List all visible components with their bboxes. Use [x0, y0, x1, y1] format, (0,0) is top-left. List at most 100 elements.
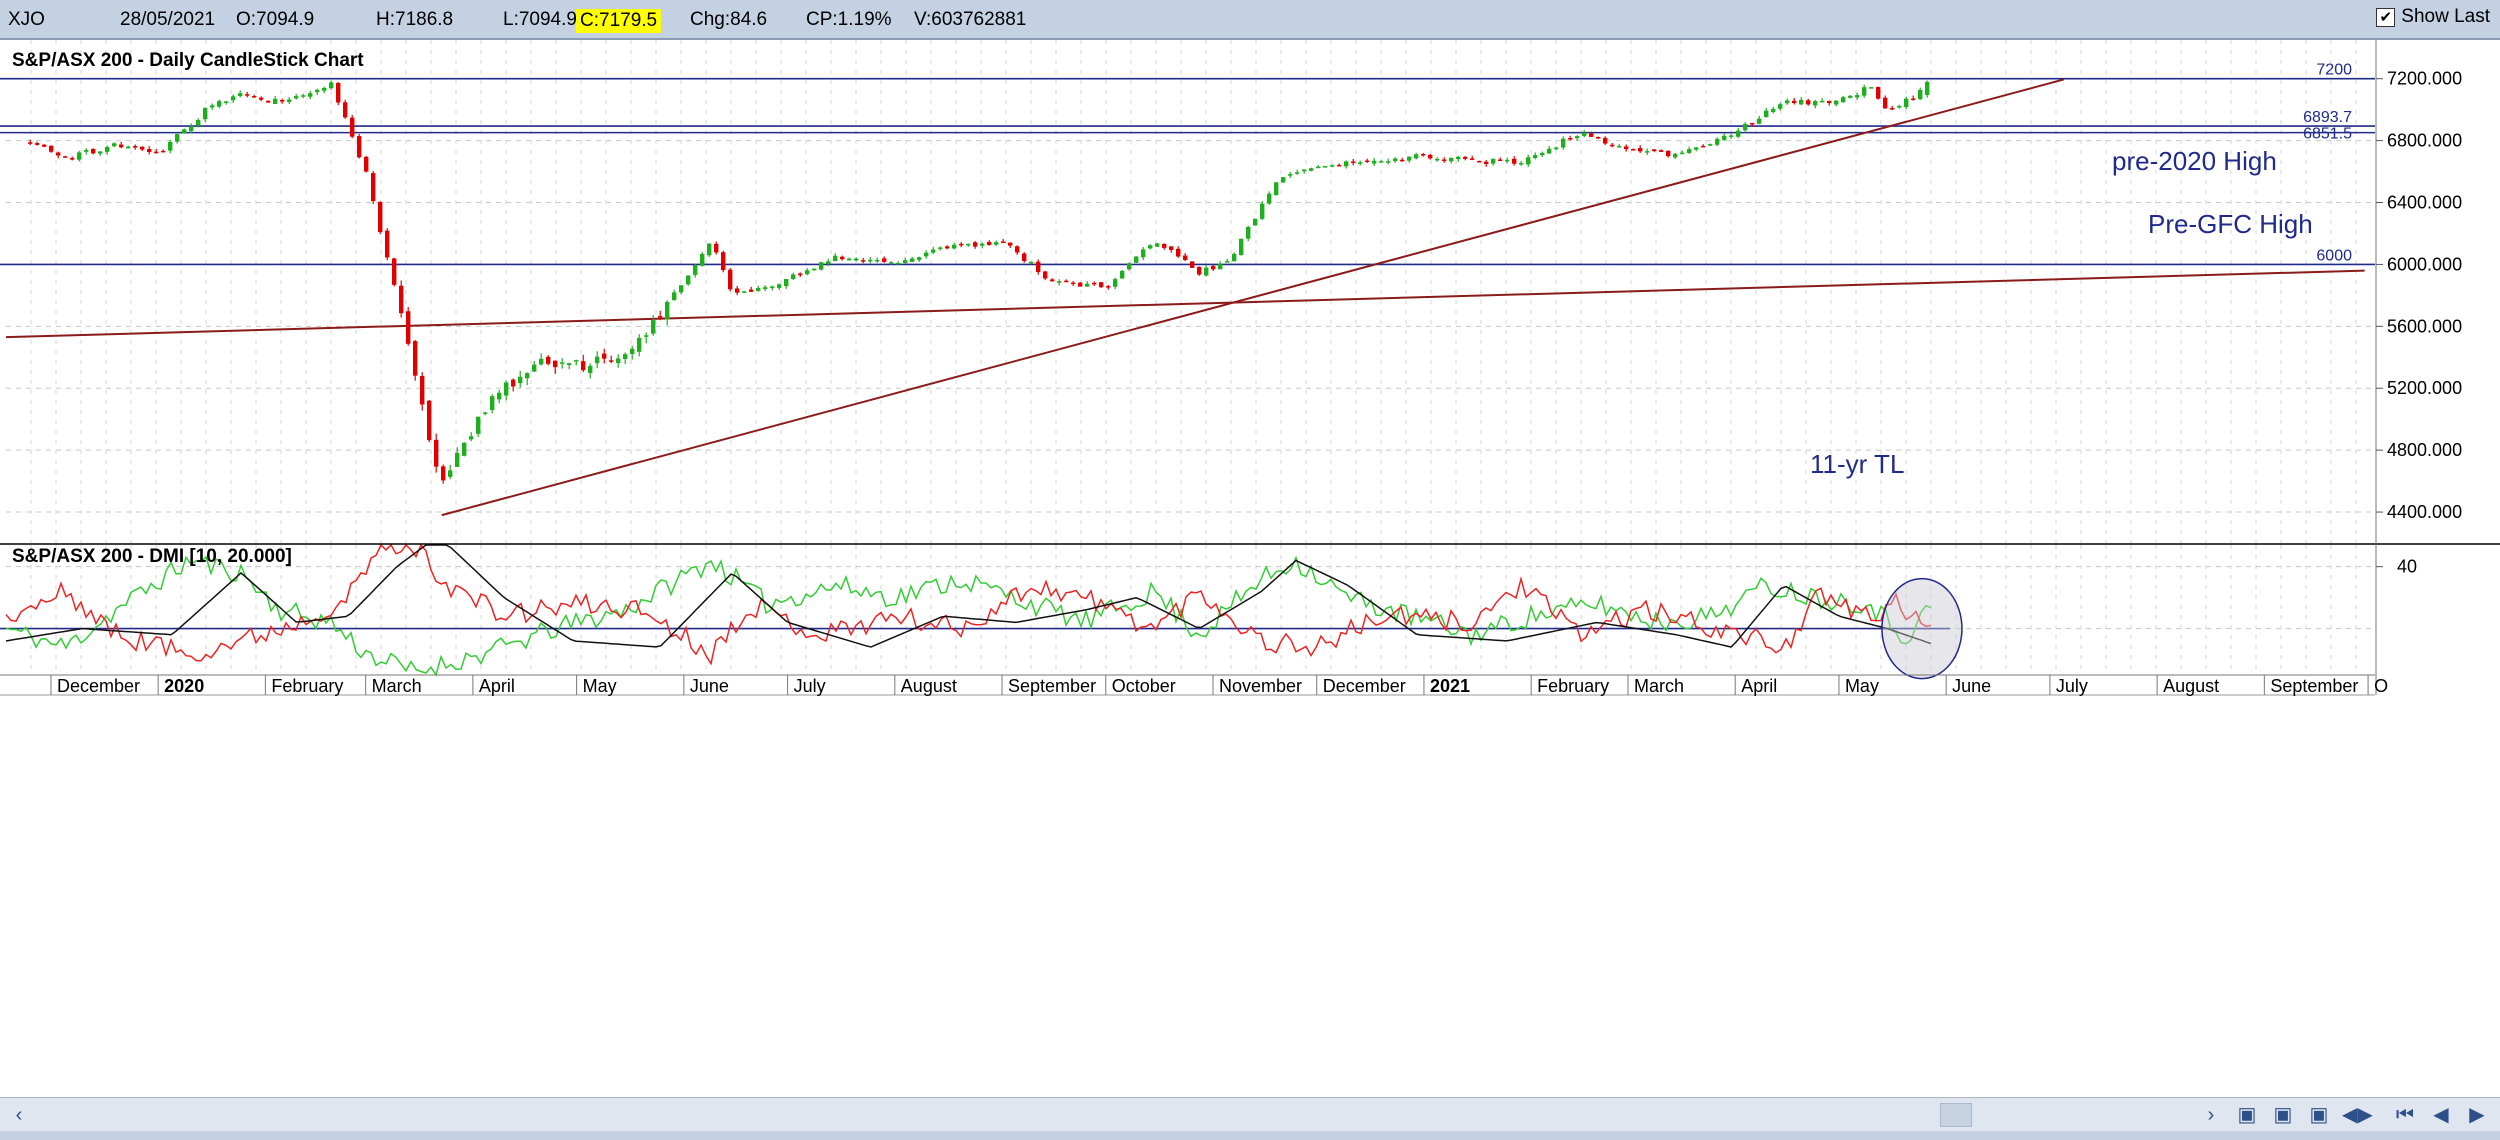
candle-body: [203, 107, 208, 120]
candle-body: [1785, 100, 1790, 104]
candle-body: [1134, 256, 1139, 263]
step-right-icon[interactable]: ▶: [2469, 1104, 2485, 1126]
scroll-thumb[interactable]: [1940, 1103, 1972, 1127]
candle-body: [1652, 149, 1657, 151]
go-first-icon[interactable]: ◀▶: [2342, 1104, 2373, 1126]
candle-body: [763, 287, 768, 290]
x-tick-label: November: [1219, 676, 1302, 696]
y-tick-label: 4800.000: [2387, 440, 2462, 460]
candle-body: [1225, 261, 1230, 263]
candle-body: [441, 466, 446, 481]
zoom-out-icon[interactable]: ▣: [2273, 1104, 2293, 1126]
candle-body: [847, 258, 852, 261]
show-last-label: Show Last: [2401, 6, 2490, 27]
candle-body: [1106, 286, 1111, 288]
y-tick-label: 6400.000: [2387, 193, 2462, 213]
candle-body: [1778, 104, 1783, 109]
candle-body: [1260, 203, 1265, 219]
candle-body: [245, 94, 250, 96]
close-label: C:7179.5: [576, 9, 662, 33]
candle-body: [1029, 261, 1034, 264]
candle-body: [1918, 89, 1923, 100]
low-label: L:7094.9: [503, 9, 577, 30]
candle-body: [1449, 157, 1454, 162]
scroll-right-icon[interactable]: ›: [2207, 1104, 2215, 1126]
candle-body: [1771, 108, 1776, 113]
candle-body: [1274, 182, 1279, 196]
horizontal-scrollbar[interactable]: ‹ › ▣ ▣ ▣ ◀▶ ⏮ ◀ ▶: [0, 1097, 2500, 1132]
candle-body: [371, 173, 376, 202]
candle-body: [210, 105, 215, 108]
candle-body: [1498, 159, 1503, 162]
candle-body: [1008, 242, 1013, 246]
candle-body: [462, 442, 467, 456]
highlight-circle: [1881, 577, 1963, 680]
candle-body: [196, 120, 201, 126]
candle-body: [1246, 227, 1251, 239]
candle-body: [1316, 166, 1321, 169]
candle-body: [273, 98, 278, 104]
candle-body: [224, 101, 229, 103]
open-label: O:7094.9: [236, 9, 315, 30]
candle-body: [1855, 95, 1860, 98]
candle-body: [1162, 244, 1167, 248]
show-last-toggle[interactable]: ✔ Show Last: [2376, 6, 2490, 28]
x-tick-label: June: [690, 676, 729, 696]
candle-body: [819, 262, 824, 270]
x-tick-label: December: [57, 676, 140, 696]
candle-body: [1232, 253, 1237, 262]
x-tick-label: O: [2374, 676, 2388, 696]
candle-body: [287, 99, 292, 102]
show-last-checkbox[interactable]: ✔: [2376, 7, 2396, 27]
candle-body: [1659, 150, 1664, 152]
candle-body: [1911, 98, 1916, 100]
scroll-left-icon[interactable]: ‹: [15, 1104, 23, 1126]
candle-body: [1603, 137, 1608, 144]
trendlines[interactable]: [5, 78, 2365, 517]
candle-body: [882, 258, 887, 262]
candle-body: [798, 273, 803, 276]
page-left-icon[interactable]: ⏮: [2396, 1104, 2414, 1126]
candle-body: [784, 279, 789, 287]
annotation-11yr-tl: 11-yr TL: [1810, 449, 1904, 479]
candle-body: [1400, 159, 1405, 162]
x-tick-label: April: [1741, 676, 1777, 696]
step-left-icon[interactable]: ◀: [2433, 1104, 2449, 1126]
candle-body: [812, 268, 817, 271]
candle-body: [308, 93, 313, 97]
candle-body: [1715, 138, 1720, 145]
zoom-in-icon[interactable]: ▣: [2237, 1104, 2257, 1126]
candle-body: [217, 101, 222, 107]
zoom-fit-icon[interactable]: ▣: [2309, 1104, 2329, 1126]
candle-body: [1610, 144, 1615, 147]
candle-body: [70, 158, 75, 160]
candle-body: [616, 358, 621, 363]
candle-body: [749, 289, 754, 292]
candle-body: [651, 320, 656, 334]
quote-header: XJO 28/05/2021 O:7094.9 H:7186.8 L:7094.…: [0, 0, 2500, 40]
x-tick-label: March: [1634, 676, 1684, 696]
candle-body: [896, 262, 901, 265]
candle-body: [1302, 169, 1307, 172]
candle-body: [1204, 267, 1209, 276]
candle-body: [322, 87, 327, 91]
candle-body: [364, 156, 369, 172]
candle-body: [924, 252, 929, 257]
candle-body: [518, 376, 523, 384]
candle-body: [98, 151, 103, 154]
candle-body: [1092, 282, 1097, 285]
window-edge: [0, 1131, 2500, 1140]
candle-body: [357, 136, 362, 158]
candle-body: [728, 269, 733, 290]
candle-body: [1267, 193, 1272, 204]
candle-body: [1043, 271, 1048, 279]
candle-body: [154, 151, 159, 154]
candle-body: [1365, 160, 1370, 163]
candle-body: [693, 265, 698, 275]
candle-body: [1407, 156, 1412, 161]
candle-body: [602, 353, 607, 359]
candle-body: [791, 274, 796, 279]
candle-body: [588, 365, 593, 374]
candle-body: [644, 335, 649, 337]
